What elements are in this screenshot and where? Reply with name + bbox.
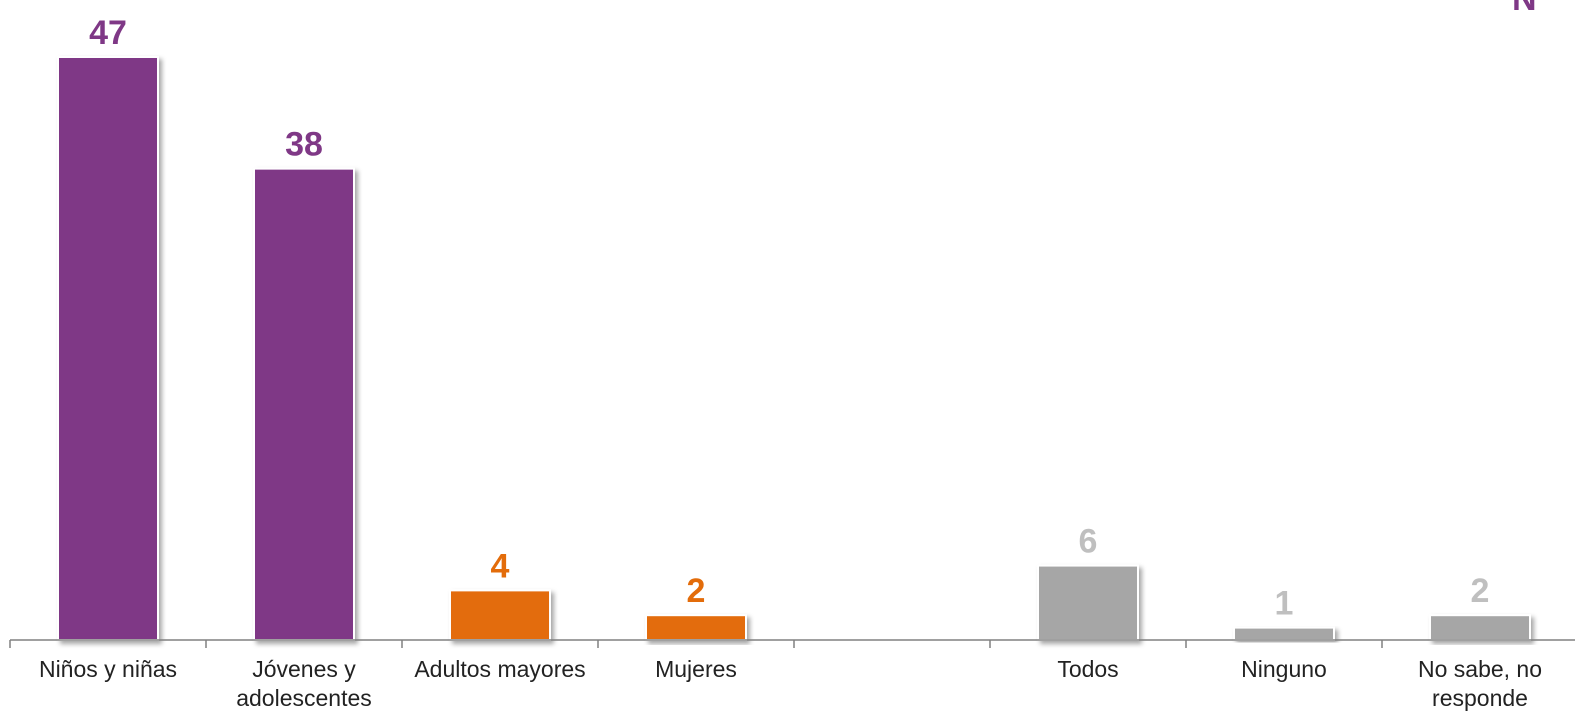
- value-label-3: 2: [687, 572, 706, 610]
- category-label-3: Mujeres: [655, 656, 737, 682]
- corner-label: N: [1512, 0, 1537, 18]
- tick-labels-layer: Niños y niñas Jóvenes y adolescentes Adulto…: [39, 656, 1542, 711]
- category-label-1: Jóvenes y adolescentes: [236, 656, 372, 711]
- value-label-5: 6: [1079, 523, 1098, 561]
- category-label-6: Ninguno: [1241, 656, 1327, 682]
- value-label-7: 2: [1471, 572, 1490, 610]
- bar-5: [1037, 564, 1139, 641]
- category-label-2: Adultos mayores: [414, 656, 585, 682]
- bar-0: [57, 56, 159, 641]
- category-label-0: Niños y niñas: [39, 656, 177, 682]
- value-label-0: 47: [89, 14, 127, 52]
- category-label-5: Todos: [1057, 656, 1118, 682]
- bar-7: [1429, 614, 1531, 641]
- value-label-1: 38: [285, 126, 323, 164]
- x-axis: [9, 639, 1575, 648]
- bar-3: [645, 614, 747, 641]
- value-label-6: 1: [1275, 585, 1294, 623]
- bar-2: [449, 589, 551, 642]
- value-label-2: 4: [491, 547, 510, 585]
- category-label-7: No sabe, no responde: [1418, 656, 1542, 711]
- bars-layer: [57, 56, 1531, 642]
- bar-1: [253, 167, 355, 641]
- value-labels-layer: 47 38 4 2 6 1 2: [89, 14, 1489, 623]
- bar-6: [1233, 626, 1335, 642]
